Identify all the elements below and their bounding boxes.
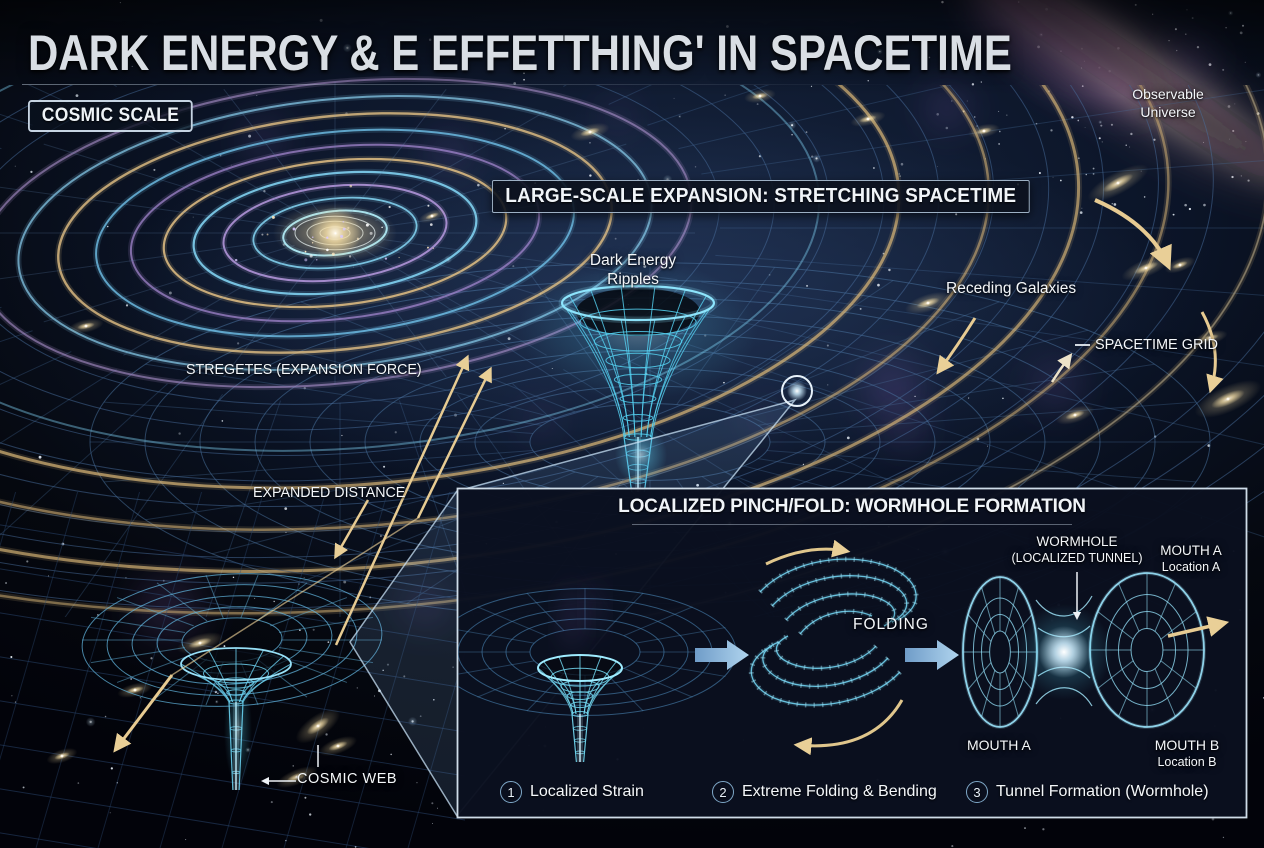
traverse-arrow <box>1167 616 1230 638</box>
folding-diagram <box>748 556 919 708</box>
cosmic-web-pointer <box>260 745 319 786</box>
right-edge-recede-arrow <box>1200 311 1224 394</box>
strain-funnel-diagram <box>458 574 737 763</box>
top-right-recede-arrow <box>1094 198 1172 271</box>
folding-arrow-bottom <box>793 699 904 756</box>
process-arrow-1 <box>695 640 749 670</box>
top-fade <box>0 0 1264 96</box>
expanded-distance-line <box>171 517 419 676</box>
receding-galaxies-arrow <box>936 317 977 375</box>
expansion-arrow-sw <box>113 674 174 753</box>
dark-energy-funnel <box>518 260 758 493</box>
grid-pointer-arrow <box>1050 352 1073 383</box>
expansion-arrow-ne-1 <box>334 354 470 646</box>
inset-arrows <box>695 539 1230 756</box>
folding-arrow-top <box>765 539 851 566</box>
zoom-callout-glow <box>787 381 807 401</box>
expansion-arrow-ne-2 <box>416 366 492 519</box>
zoom-callout-circle <box>781 375 813 407</box>
wormhole-diagram <box>961 571 1206 729</box>
expansion-arrows <box>113 198 1224 753</box>
process-arrow-2 <box>905 640 959 670</box>
lower-left-grid <box>0 492 465 848</box>
inset-panel-background <box>456 487 1248 819</box>
arrow-to-cosmic-web <box>334 499 370 560</box>
cosmic-web-funnel <box>81 573 383 791</box>
